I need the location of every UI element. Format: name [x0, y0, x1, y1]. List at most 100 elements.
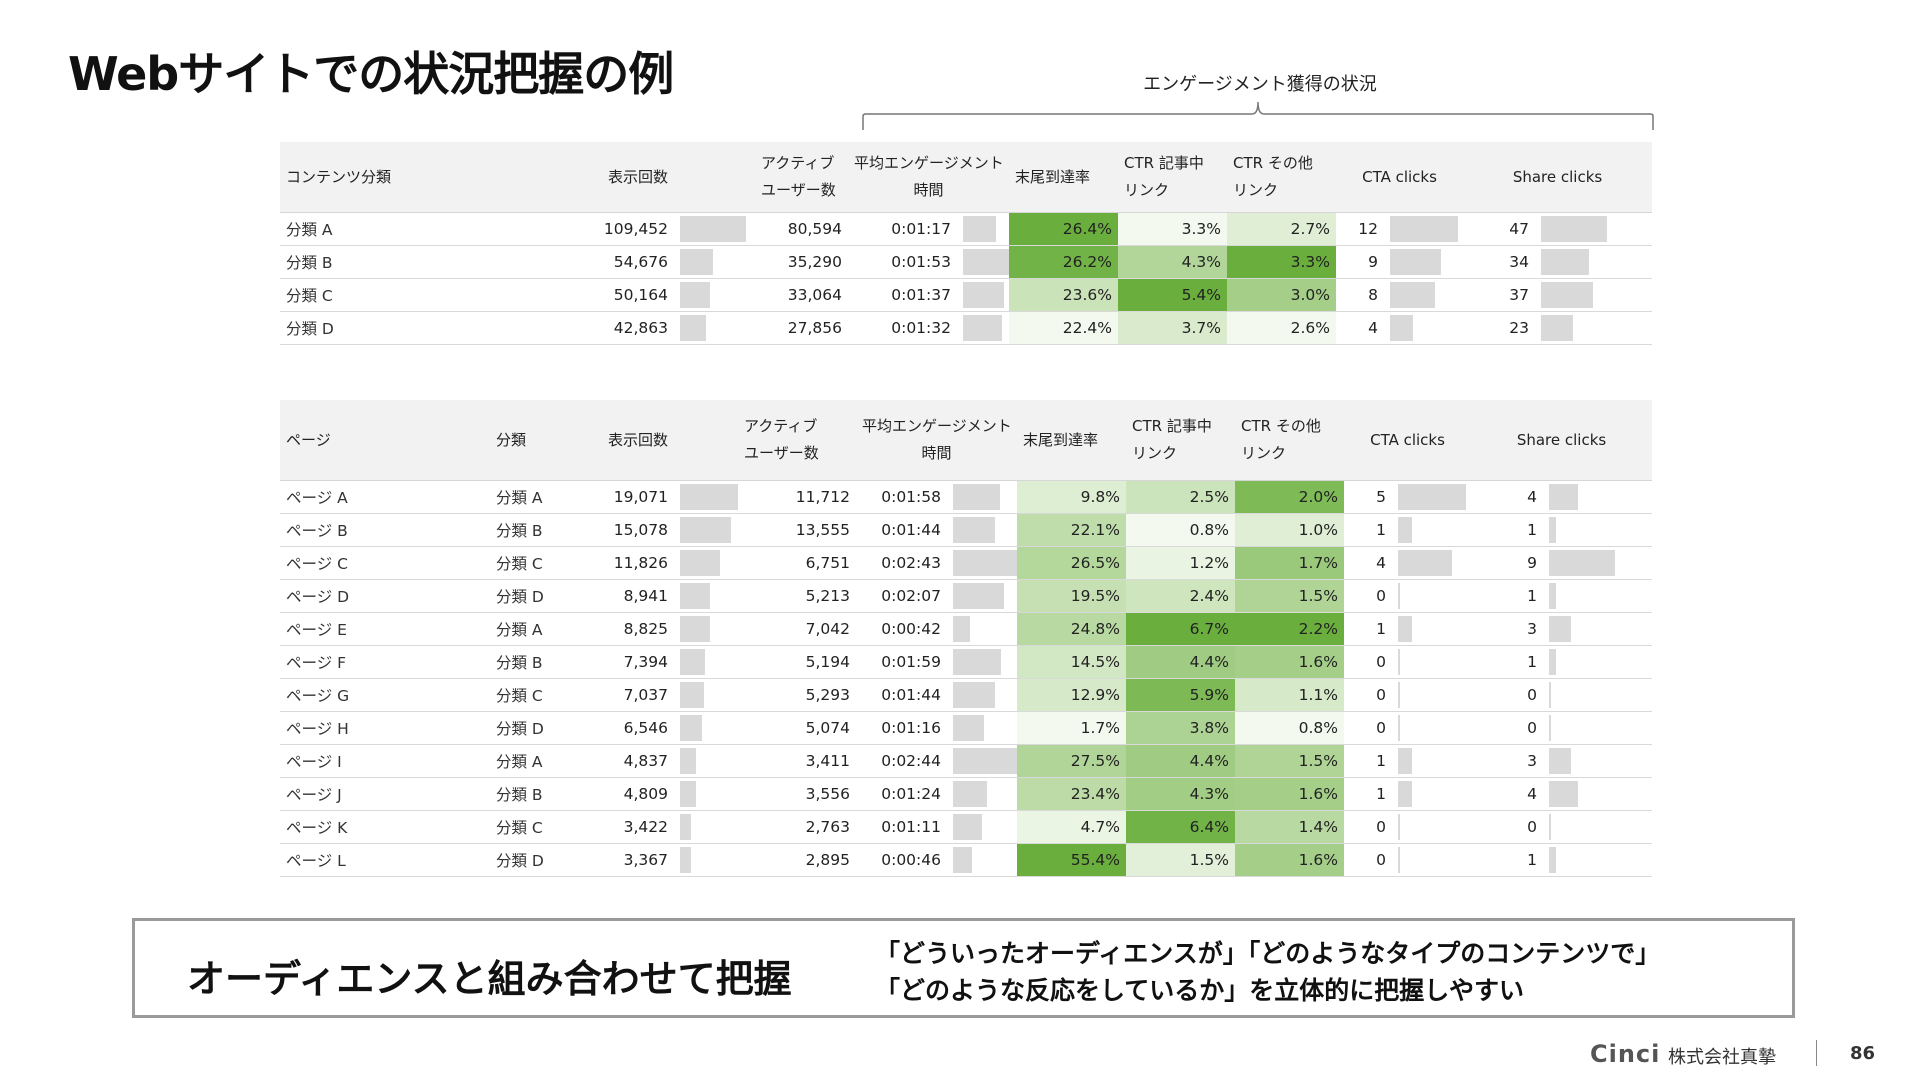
views-bar — [680, 649, 705, 675]
share-clicks-value: 1 — [1471, 513, 1544, 547]
ctr-in-article-value: 1.2% — [1126, 546, 1236, 580]
summary-description: 「どういったオーディエンスが」「どのようなタイプのコンテンツで」 「どのような反… — [875, 935, 1660, 1009]
cta-clicks-value: 0 — [1344, 711, 1393, 745]
engagement-time-bar — [953, 682, 995, 708]
share-clicks-value: 4 — [1471, 480, 1544, 514]
engagement-time-bar — [953, 781, 987, 807]
table-row: ページ L 分類 D 3,367 2,895 0:00:46 55.4% 1.5% 1.6% 0… — [280, 843, 1653, 877]
header-views: 表示回数 — [530, 142, 674, 213]
ctr-other-value: 1.5% — [1235, 579, 1345, 613]
ctr-in-article-value: 3.3% — [1118, 212, 1228, 246]
ctr-in-article-value: 3.8% — [1126, 711, 1236, 745]
cta-clicks-bar-cell — [1392, 546, 1472, 580]
engagement-time-bar-cell — [947, 678, 1018, 712]
ctr-other-value: 2.0% — [1235, 480, 1345, 514]
active-users-value: 5,074 — [738, 711, 856, 745]
share-clicks-value: 37 — [1463, 278, 1536, 312]
engagement-time-bar — [953, 583, 1004, 609]
page-name: ページ C — [280, 546, 490, 580]
active-users-value: 2,895 — [738, 843, 856, 877]
share-clicks-bar — [1549, 748, 1572, 774]
ctr-in-article-value: 5.4% — [1118, 278, 1228, 312]
share-clicks-value: 1 — [1471, 645, 1544, 679]
table-header-row: コンテンツ分類 表示回数 アクティブ ユーザー数 平均エンゲージメント 時間 末尾到… — [280, 142, 1653, 213]
views-bar — [680, 550, 720, 576]
share-clicks-value: 47 — [1463, 212, 1536, 246]
cta-clicks-bar — [1390, 216, 1459, 242]
completion-rate-value: 19.5% — [1017, 579, 1127, 613]
engagement-bracket — [862, 101, 1654, 130]
share-clicks-value: 0 — [1471, 711, 1544, 745]
engagement-time-value: 0:01:53 — [848, 245, 957, 279]
engagement-time-value: 0:01:16 — [856, 711, 947, 745]
engagement-time-bar-cell — [957, 245, 1010, 279]
cta-clicks-value: 8 — [1336, 278, 1385, 312]
cta-clicks-bar-cell — [1392, 843, 1472, 877]
ctr-other-value: 1.6% — [1235, 645, 1345, 679]
views-value: 42,863 — [530, 311, 674, 345]
active-users-value: 33,064 — [755, 278, 848, 312]
completion-rate-value: 1.7% — [1017, 711, 1127, 745]
engagement-time-bar-cell — [947, 744, 1018, 778]
cta-clicks-bar-cell — [1392, 711, 1472, 745]
cta-clicks-bar-cell — [1384, 212, 1464, 246]
cta-clicks-value: 5 — [1344, 480, 1393, 514]
share-clicks-value: 3 — [1471, 612, 1544, 646]
ctr-in-article-value: 4.3% — [1118, 245, 1228, 279]
completion-rate-value: 26.5% — [1017, 546, 1127, 580]
category-name: 分類 C — [490, 546, 582, 580]
ctr-other-value: 1.5% — [1235, 744, 1345, 778]
share-clicks-value: 34 — [1463, 245, 1536, 279]
share-clicks-value: 1 — [1471, 579, 1544, 613]
cta-clicks-bar-cell — [1392, 480, 1472, 514]
completion-rate-value: 23.4% — [1017, 777, 1127, 811]
share-clicks-bar — [1549, 814, 1552, 840]
engagement-time-bar — [953, 748, 1018, 774]
views-bar — [680, 781, 696, 807]
cta-clicks-bar-cell — [1392, 579, 1472, 613]
active-users-value: 35,290 — [755, 245, 848, 279]
page-number: 86 — [1850, 1043, 1876, 1064]
ctr-in-article-value: 3.7% — [1118, 311, 1228, 345]
cta-clicks-bar — [1398, 616, 1413, 642]
views-bar-cell — [674, 612, 738, 646]
header-page: ページ — [280, 400, 490, 481]
header-ctr-other: CTR その他 リンク — [1235, 400, 1345, 481]
engagement-time-value: 0:00:46 — [856, 843, 947, 877]
engagement-time-value: 0:00:42 — [856, 612, 947, 646]
views-value: 4,837 — [582, 744, 674, 778]
table-row: ページ H 分類 D 6,546 5,074 0:01:16 1.7% 3.8% 0.8% 0 0 — [280, 711, 1653, 745]
engagement-time-value: 0:01:44 — [856, 513, 947, 547]
cta-clicks-value: 9 — [1336, 245, 1385, 279]
cta-clicks-bar-cell — [1392, 612, 1472, 646]
header-category: 分類 — [490, 400, 582, 481]
share-clicks-bar-cell — [1535, 245, 1653, 279]
engagement-time-value: 0:01:44 — [856, 678, 947, 712]
ctr-other-value: 3.0% — [1227, 278, 1337, 312]
cta-clicks-value: 1 — [1344, 612, 1393, 646]
views-value: 3,422 — [582, 810, 674, 844]
views-bar-cell — [674, 843, 738, 877]
views-bar-cell — [674, 245, 755, 279]
page-name: ページ B — [280, 513, 490, 547]
table-row: ページ D 分類 D 8,941 5,213 0:02:07 19.5% 2.4% 1.5% 0… — [280, 579, 1653, 613]
engagement-time-value: 0:01:24 — [856, 777, 947, 811]
cta-clicks-bar — [1398, 781, 1413, 807]
content-category-table: コンテンツ分類 表示回数 アクティブ ユーザー数 平均エンゲージメント 時間 末尾到… — [280, 142, 1653, 345]
table-row: 分類 A 109,452 80,594 0:01:17 26.4% 3.3% 2.7% 12 4… — [280, 212, 1653, 246]
active-users-value: 5,293 — [738, 678, 856, 712]
completion-rate-value: 12.9% — [1017, 678, 1127, 712]
category-name: 分類 D — [490, 711, 582, 745]
cta-clicks-bar — [1398, 649, 1401, 675]
share-clicks-bar — [1549, 517, 1557, 543]
category-name: 分類 A — [490, 744, 582, 778]
company-logo: Cinci — [1590, 1040, 1661, 1068]
views-bar-cell — [674, 579, 738, 613]
share-clicks-value: 0 — [1471, 678, 1544, 712]
category-name: 分類 D — [490, 579, 582, 613]
ctr-in-article-value: 2.4% — [1126, 579, 1236, 613]
header-views: 表示回数 — [582, 400, 674, 481]
share-clicks-bar-cell — [1535, 278, 1653, 312]
header-cta-clicks: CTA clicks — [1344, 400, 1472, 481]
category-name: 分類 A — [490, 612, 582, 646]
